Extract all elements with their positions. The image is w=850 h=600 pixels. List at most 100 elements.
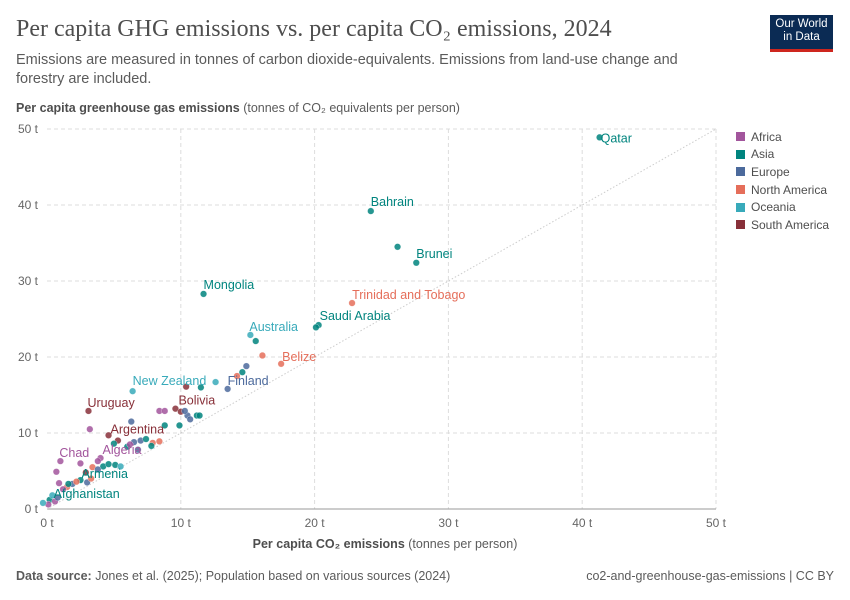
y-tick-label: 50 t	[18, 122, 39, 136]
y-tick-label: 0 t	[25, 502, 39, 516]
point-label-argentina: Argentina	[111, 422, 165, 436]
x-axis-label: Per capita CO₂ emissions (tonnes per per…	[0, 537, 770, 551]
y-axis-label: Per capita greenhouse gas emissions (ton…	[16, 101, 460, 115]
point-label-algeria: Algeria	[103, 443, 142, 457]
data-point	[348, 299, 356, 307]
data-point	[59, 485, 67, 493]
legend-item[interactable]: Europe	[736, 163, 829, 181]
data-point	[155, 437, 163, 445]
legend-item[interactable]: South America	[736, 216, 829, 234]
x-tick-label: 50 t	[706, 516, 727, 530]
legend-label: South America	[751, 217, 830, 232]
x-axis-label-bold: Per capita CO₂ emissions	[252, 537, 405, 551]
point-label-uruguay: Uruguay	[87, 396, 135, 410]
data-point	[196, 412, 203, 419]
data-point	[82, 469, 90, 476]
legend-label: Asia	[751, 147, 775, 162]
point-label-bahrain: Bahrain	[371, 195, 414, 209]
data-point	[134, 446, 142, 454]
data-point	[147, 442, 155, 450]
legend-swatch	[736, 149, 745, 159]
data-point	[277, 360, 285, 368]
owid-logo[interactable]: Our World in Data	[770, 15, 833, 52]
x-tick-label: 10 t	[171, 516, 192, 530]
legend: Africa Asia Europe North America Oceania Sout…	[736, 128, 829, 234]
point-label-afghanistan: Afghanistan	[54, 487, 120, 501]
y-tick-label: 30 t	[18, 274, 39, 288]
footer-license[interactable]: co2-and-greenhouse-gas-emissions | CC BY	[586, 569, 834, 583]
chart-subtitle: Emissions are measured in tonnes of carb…	[16, 52, 678, 87]
data-point	[105, 431, 112, 439]
data-point	[181, 407, 189, 415]
data-point	[94, 457, 102, 465]
logo-text: Our World in Data	[775, 18, 828, 43]
legend-label: Africa	[751, 129, 782, 144]
data-point	[367, 207, 375, 215]
point-label-mongolia: Mongolia	[204, 278, 255, 292]
source-text: Jones et al. (2025); Population based on…	[95, 569, 451, 583]
data-point	[64, 480, 72, 488]
point-label-brunei: Brunei	[416, 247, 452, 261]
data-point	[182, 383, 190, 391]
data-point	[94, 466, 102, 473]
point-label-bolivia: Bolivia	[178, 394, 215, 408]
point-label-new-zealand: New Zealand	[133, 374, 207, 388]
point-label-armenia: Armenia	[81, 467, 128, 481]
data-point	[596, 133, 604, 141]
x-tick-label: 20 t	[305, 516, 326, 530]
data-point	[242, 362, 250, 370]
point-label-chad: Chad	[59, 446, 89, 460]
chart-title: Per capita GHG emissions vs. per capita …	[16, 16, 612, 42]
data-point	[39, 499, 47, 507]
data-point	[171, 405, 179, 413]
data-point	[186, 415, 194, 423]
data-point	[412, 259, 420, 267]
legend-label: Oceania	[751, 200, 796, 215]
legend-swatch	[736, 220, 745, 230]
legend-item[interactable]: Oceania	[736, 198, 829, 216]
data-point	[52, 468, 60, 476]
x-tick-label: 30 t	[438, 516, 459, 530]
data-point	[127, 418, 135, 426]
legend-swatch	[736, 132, 745, 142]
data-point	[110, 440, 118, 448]
point-label-belize: Belize	[282, 350, 316, 364]
data-point	[76, 459, 84, 467]
point-label-qatar: Qatar	[601, 131, 632, 145]
data-point	[312, 323, 320, 331]
data-point	[246, 331, 254, 339]
data-point	[56, 457, 64, 465]
legend-item[interactable]: Asia	[736, 146, 829, 164]
data-point	[126, 440, 134, 448]
point-label-trinidad-and-tobago: Trinidad and Tobago	[352, 288, 465, 302]
point-label-saudi-arabia: Saudi Arabia	[320, 309, 391, 323]
source-label: Data source:	[16, 569, 92, 583]
point-label-australia: Australia	[249, 320, 298, 334]
data-point	[129, 387, 137, 395]
y-tick-label: 20 t	[18, 350, 39, 364]
data-point	[200, 290, 207, 298]
data-point	[86, 425, 94, 433]
data-point	[233, 372, 241, 380]
data-point	[72, 478, 80, 486]
y-axis-label-unit: (tonnes of CO₂ equivalents per person)	[243, 101, 460, 115]
y-tick-label: 10 t	[18, 426, 39, 440]
data-point	[394, 243, 402, 251]
legend-item[interactable]: North America	[736, 181, 829, 199]
data-point	[258, 352, 266, 359]
legend-label: Europe	[751, 164, 790, 179]
data-point	[142, 435, 150, 443]
x-tick-label: 40 t	[572, 516, 593, 530]
y-tick-label: 40 t	[18, 198, 39, 212]
data-point	[117, 462, 125, 470]
data-point	[238, 368, 246, 376]
data-point	[55, 479, 63, 487]
legend-label: North America	[751, 182, 828, 197]
legend-item[interactable]: Africa	[736, 128, 829, 146]
reference-line-y-equals-x	[46, 128, 717, 510]
data-point	[161, 421, 169, 429]
point-label-finland: Finland	[228, 374, 269, 388]
data-point	[161, 407, 169, 415]
